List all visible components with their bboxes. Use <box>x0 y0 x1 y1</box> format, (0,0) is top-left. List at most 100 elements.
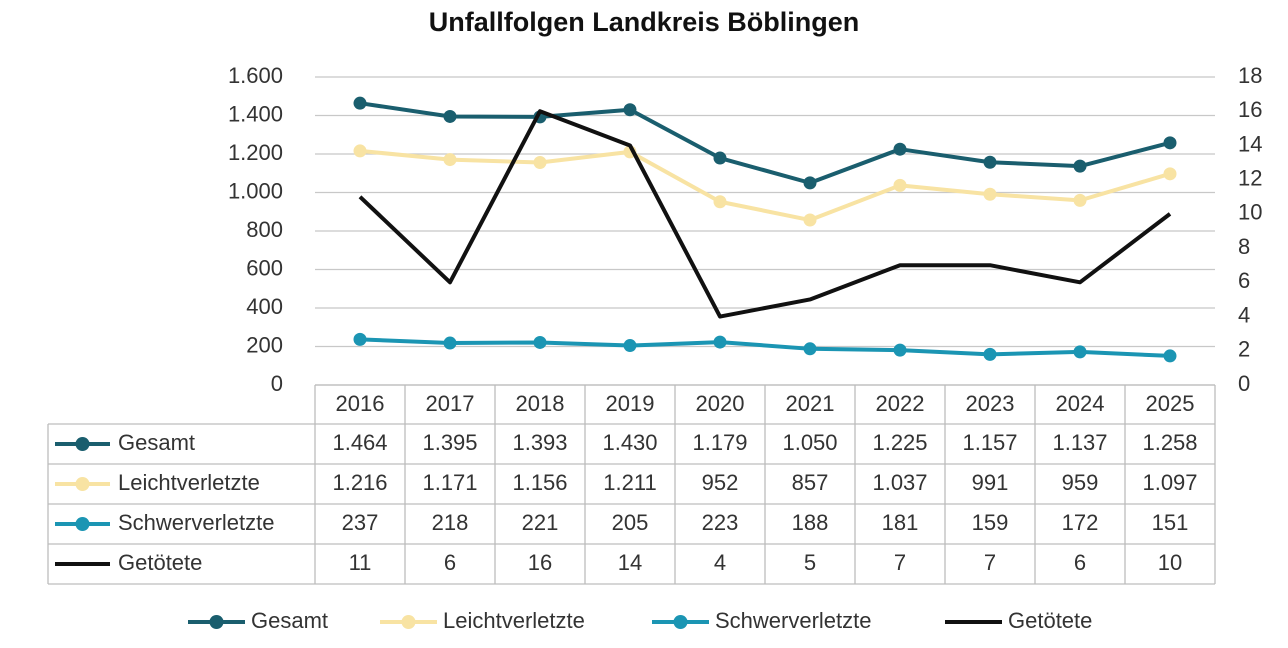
table-value: 14 <box>618 550 642 575</box>
table-value: 7 <box>894 550 906 575</box>
data-point <box>1073 345 1087 359</box>
series-line <box>359 148 1171 223</box>
table-value: 237 <box>342 510 379 535</box>
table-value: 10 <box>1158 550 1182 575</box>
table-value: 218 <box>432 510 469 535</box>
table-value: 188 <box>792 510 829 535</box>
y2-tick-label: 0 <box>1238 371 1250 396</box>
table-value: 223 <box>702 510 739 535</box>
table-value: 1.216 <box>332 470 387 495</box>
table-value: 151 <box>1152 510 1189 535</box>
data-point <box>533 335 547 349</box>
y2-tick-label: 6 <box>1238 268 1250 293</box>
table-value: 181 <box>882 510 919 535</box>
table-value: 1.179 <box>692 430 747 455</box>
chart-title: Unfallfolgen Landkreis Böblingen <box>429 7 860 37</box>
y-tick-label: 800 <box>246 217 283 242</box>
data-point <box>623 339 637 353</box>
table-value: 1.050 <box>782 430 837 455</box>
table-value: 4 <box>714 550 726 575</box>
y-tick-label: 1.200 <box>228 140 283 165</box>
x-tick-label: 2016 <box>336 391 385 416</box>
data-point <box>353 96 367 110</box>
x-tick-label: 2025 <box>1146 391 1195 416</box>
legend-label: Leichtverletzte <box>443 608 585 633</box>
table-value: 991 <box>972 470 1009 495</box>
series-line <box>359 101 1171 185</box>
data-point <box>713 195 727 209</box>
table-value: 1.258 <box>1142 430 1197 455</box>
y-tick-label: 0 <box>271 371 283 396</box>
table-value: 1.156 <box>512 470 567 495</box>
data-point <box>893 178 907 192</box>
data-point <box>353 144 367 158</box>
x-tick-label: 2019 <box>606 391 655 416</box>
table-row-label: Gesamt <box>118 430 195 455</box>
data-point <box>983 187 997 201</box>
table-row-label: Leichtverletzte <box>118 470 260 495</box>
data-point <box>443 153 457 167</box>
table-value: 1.395 <box>422 430 477 455</box>
table-value: 11 <box>349 550 372 575</box>
data-point <box>893 142 907 156</box>
table-row-label: Schwerverletzte <box>118 510 275 535</box>
legend-key-marker <box>209 615 224 629</box>
data-point <box>443 336 457 350</box>
legend-label: Schwerverletzte <box>715 608 872 633</box>
data-point <box>1163 349 1177 363</box>
table-value: 1.464 <box>332 430 387 455</box>
x-tick-label: 2021 <box>786 391 835 416</box>
table-value: 1.211 <box>603 470 656 495</box>
table-value: 16 <box>528 550 552 575</box>
table-row-label: Getötete <box>118 550 202 575</box>
y-tick-label: 200 <box>246 332 283 357</box>
y2-tick-label: 18 <box>1238 63 1262 88</box>
table-value: 7 <box>984 550 996 575</box>
table-value: 159 <box>972 510 1009 535</box>
y2-tick-label: 8 <box>1238 234 1250 259</box>
table-value: 5 <box>804 550 816 575</box>
y-tick-label: 400 <box>246 294 283 319</box>
table-value: 1.225 <box>872 430 927 455</box>
legend-key-marker <box>401 615 416 629</box>
table-value: 6 <box>444 550 456 575</box>
data-point <box>1163 167 1177 181</box>
data-point <box>803 213 817 227</box>
x-tick-label: 2020 <box>696 391 745 416</box>
table-key-marker <box>75 477 90 491</box>
table-value: 1.037 <box>872 470 927 495</box>
table-value: 6 <box>1074 550 1086 575</box>
series-line <box>358 109 1172 319</box>
legend-label: Getötete <box>1008 608 1092 633</box>
x-tick-label: 2018 <box>516 391 565 416</box>
legend-label: Gesamt <box>251 608 328 633</box>
data-point <box>1073 159 1087 173</box>
table-value: 1.430 <box>602 430 657 455</box>
data-point <box>983 155 997 169</box>
y2-tick-label: 10 <box>1238 200 1262 225</box>
table-value: 952 <box>702 470 739 495</box>
table-value: 172 <box>1062 510 1099 535</box>
y2-tick-label: 2 <box>1238 337 1250 362</box>
x-tick-label: 2024 <box>1056 391 1105 416</box>
data-point <box>533 155 547 169</box>
y-tick-label: 1.600 <box>228 63 283 88</box>
table-value: 959 <box>1062 470 1099 495</box>
data-point <box>803 176 817 190</box>
table-value: 205 <box>612 510 649 535</box>
data-point <box>623 103 637 117</box>
y2-tick-label: 12 <box>1238 165 1262 190</box>
x-tick-label: 2017 <box>426 391 475 416</box>
table-value: 1.157 <box>962 430 1017 455</box>
data-point <box>443 109 457 123</box>
data-point <box>803 342 817 356</box>
data-point <box>713 335 727 349</box>
table-value: 1.097 <box>1142 470 1197 495</box>
table-key-marker <box>75 517 90 531</box>
data-point <box>893 343 907 357</box>
table-value: 1.393 <box>512 430 567 455</box>
data-point <box>983 347 997 361</box>
x-tick-label: 2022 <box>876 391 925 416</box>
y2-tick-label: 14 <box>1238 131 1262 156</box>
table-value: 857 <box>792 470 829 495</box>
